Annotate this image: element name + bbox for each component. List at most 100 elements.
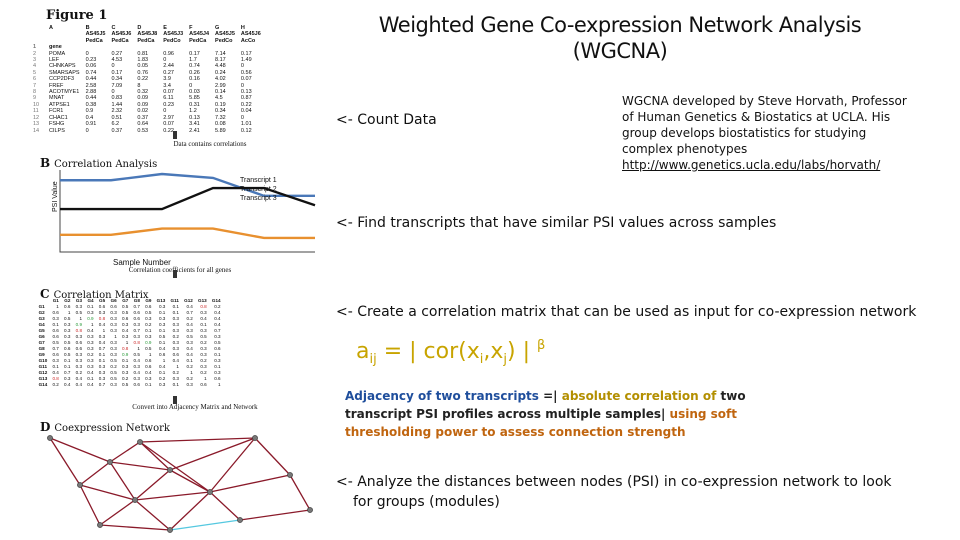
gene-table-cell: 0: [163, 108, 167, 115]
formula-close: ) |: [507, 339, 537, 364]
matrix-cell: 0.2: [75, 370, 83, 375]
matrix-cell: 0.6: [214, 346, 221, 351]
gene-table-caption: Data contains correlations: [173, 140, 247, 148]
gene-table-cell: 0.16: [189, 76, 200, 83]
panel-b-label: Correlation Analysis: [54, 159, 158, 170]
matrix-cell: 0.1: [158, 310, 166, 315]
matrix-row-header: G3: [38, 316, 45, 321]
matrix-cell: 0.5: [121, 310, 129, 315]
matrix-cell: 0.9: [145, 340, 152, 345]
matrix-cell: 0.4: [158, 364, 166, 369]
matrix-cell: 0.2: [200, 340, 207, 345]
panel-d-letter: D: [40, 420, 51, 434]
gene-table-cell: 0.64: [137, 121, 149, 128]
matrix-cell: 1: [125, 340, 129, 345]
matrix-cell: 0.6: [52, 310, 59, 315]
gene-table-row: 2 POMA 0 0.27 0.81 0.96 0.17 7.14 0.17: [30, 51, 264, 57]
gene-table-cell: 0.07: [163, 121, 174, 128]
matrix-cell: 0.4: [172, 358, 179, 363]
gene-table-cell: 0: [85, 50, 89, 57]
legend-item-2: Transcript 2: [240, 186, 277, 193]
matrix-cell: 0.3: [172, 346, 179, 351]
gene-table-cell: 0.44: [85, 76, 97, 83]
gene-table-cell: 3.4: [163, 82, 171, 89]
formula-sub-i: i: [479, 352, 484, 367]
gene-table-cell: 0.27: [111, 50, 123, 57]
matrix-cell: 0.5: [145, 310, 152, 315]
gene-table-cell: 0.34: [215, 108, 226, 115]
matrix-cell: 1: [67, 310, 71, 315]
matrix-cell: 0.2: [172, 370, 179, 375]
gene-table-row-number: 9: [33, 95, 37, 102]
description-line2: of Human Genetics & Biostatics at UCLA. …: [622, 110, 891, 124]
matrix-cell: 0.1: [64, 364, 71, 369]
matrix-row-header: G1: [38, 304, 45, 309]
network-edge: [139, 441, 171, 471]
matrix-cell: 0.1: [158, 328, 166, 333]
matrix-cell: 0.3: [110, 322, 117, 327]
matrix-cell: 0.3: [110, 328, 117, 333]
matrix-cell: 0.3: [98, 310, 106, 315]
matrix-cell: 0.1: [52, 322, 59, 327]
gene-table-gene-name: POMA: [49, 50, 66, 57]
matrix-cell: 0.1: [98, 358, 106, 363]
gene-table-cell: 0.23: [163, 101, 174, 108]
matrix-cell: 0.5: [110, 358, 117, 363]
matrix-cell: 0.1: [158, 370, 166, 375]
formula-eq: = |: [376, 339, 424, 364]
matrix-row-header: G13: [38, 376, 48, 381]
legend-item-1: Transcript 1: [240, 177, 277, 184]
gene-table-gene-name: FREF: [49, 82, 64, 89]
gene-table-cell: 0.37: [111, 127, 123, 134]
description-line4: complex phenotypes: [622, 142, 748, 156]
matrix-cell: 0.4: [75, 376, 83, 381]
matrix-cell: 0.4: [186, 304, 193, 309]
matrix-cell: 0.1: [121, 358, 129, 363]
gene-table-cell: 3.9: [163, 76, 171, 83]
gene-table-cell: 0.19: [215, 101, 226, 108]
gene-table-cell: 0.34: [111, 76, 123, 83]
matrix-cell: 0.3: [214, 334, 221, 339]
gene-table-cell: 0.17: [240, 50, 252, 57]
page-title-line1: Weighted Gene Co-expression Network Anal…: [378, 13, 862, 37]
gene-table-row: 10 ATPSE1 0.38 1.44 0.09 0.23 0.31 0.19 0.22: [30, 102, 264, 108]
matrix-col-header: G13: [198, 298, 207, 303]
matrix-cell: 0.1: [158, 340, 166, 345]
matrix-cell: 0.4: [186, 346, 193, 351]
matrix-col-header: G1: [52, 298, 59, 303]
gene-table-cell: 0.07: [163, 89, 174, 96]
network-edge: [169, 519, 241, 531]
gene-table-cell: 0.13: [189, 114, 200, 121]
network-edge: [79, 484, 101, 526]
matrix-col-header: G12: [184, 298, 193, 303]
gene-table-cell: 0.44: [85, 95, 97, 102]
matrix-cell: 0.3: [75, 358, 83, 363]
gene-table-col-letter: B: [85, 25, 90, 31]
matrix-cell: 0.5: [64, 316, 71, 321]
adjacency-formula: aij = | cor(xi,xj) | β: [356, 338, 545, 367]
network-node: [137, 439, 143, 445]
gene-table-cell: 0.56: [240, 69, 252, 76]
matrix-cell: 0.3: [200, 310, 207, 315]
network-edge: [254, 437, 291, 476]
gene-table-row-number: 4: [33, 63, 37, 70]
gene-table-row-number: 6: [33, 76, 37, 83]
network-node: [287, 472, 293, 478]
matrix-cell: 0.9: [87, 316, 94, 321]
gene-table-code-row: AS45J5 AS45J6 AS45J8 AS45J3 AS45J4 AS45J5 AS45…: [30, 31, 264, 37]
panel-d-label: Coexpression Network: [54, 423, 170, 434]
matrix-cell: 0.3: [87, 334, 94, 339]
gene-table-cell: 0.83: [111, 95, 123, 102]
matrix-cell: 1: [148, 352, 152, 357]
matrix-header-row: G1 G2 G3 G4 G5 G6 G7 G8 G9 G13 G11 G12 G13 G14: [36, 298, 223, 304]
gene-table-row-number: 8: [33, 89, 37, 96]
gene-table-cell: 6.11: [163, 95, 174, 102]
matrix-cell: 0.3: [64, 376, 71, 381]
gene-table-row: 13 FSHG 0.91 6.2 0.64 0.07 3.41 0.08 1.01: [30, 121, 264, 127]
matrix-cell: 0.3: [145, 334, 152, 339]
line-transcript-1: [60, 172, 315, 198]
matrix-cell: 0.4: [214, 322, 221, 327]
matrix-col-header: G13: [156, 298, 166, 303]
gene-table-cell: 2.99: [215, 82, 226, 89]
horvath-lab-link[interactable]: http://www.genetics.ucla.edu/labs/horvat…: [622, 158, 881, 172]
